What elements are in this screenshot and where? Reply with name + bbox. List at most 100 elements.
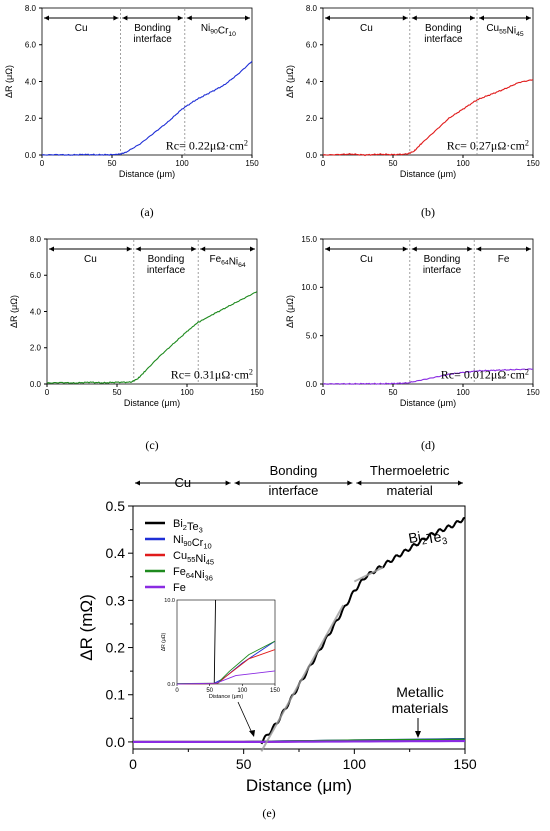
inset-x-tick-label: 100 — [237, 688, 248, 694]
chart-panel-a: 0 50 100 150 0.0 2.0 4.0 6.0 8.0 Distance (μm) ΔR … — [4, 4, 259, 219]
region-label: Bonding — [424, 254, 461, 265]
x-tick-label: 0 — [40, 159, 45, 168]
inset-x-axis-label: Distance (μm) — [209, 694, 244, 700]
region-label: Bonding — [270, 463, 318, 478]
y-tick-label: 10.0 — [301, 283, 317, 292]
panel-label: (a) — [140, 205, 153, 219]
region-label: interface — [147, 265, 186, 276]
region-label: Bonding — [425, 23, 462, 34]
series-line — [322, 79, 534, 157]
metallic-annotation: materials — [392, 700, 449, 716]
arrow-head — [49, 246, 54, 252]
fit-line — [260, 604, 345, 752]
inset-y-tick-label: 0.0 — [167, 682, 175, 688]
resistance-annotation: Rc= 0.31μΩ·cm2 — [171, 367, 253, 381]
legend-entry: Fe — [173, 582, 186, 594]
x-tick-label: 0 — [321, 388, 326, 397]
fit-line — [353, 566, 384, 583]
x-tick-label: 100 — [180, 388, 194, 397]
arrow-head — [476, 246, 482, 252]
arrow-head — [356, 480, 362, 486]
y-tick-label: 6.0 — [306, 41, 318, 50]
x-tick-label: 100 — [175, 159, 189, 168]
inset-frame — [176, 599, 276, 685]
x-tick-label: 50 — [113, 388, 122, 397]
x-tick-label: 50 — [108, 159, 117, 168]
x-axis-label: Distance (μm) — [119, 169, 175, 179]
x-tick-label: 0 — [129, 756, 137, 772]
arrow-head — [135, 246, 141, 252]
resistance-annotation: Rc= 0.22μΩ·cm2 — [166, 138, 248, 152]
series-line — [41, 60, 253, 156]
arrow-head — [122, 15, 128, 21]
arrow-head — [402, 15, 408, 21]
x-tick-label: 0 — [321, 159, 326, 168]
x-axis-label: Distance (μm) — [124, 398, 180, 408]
region-label: interface — [424, 34, 463, 45]
y-axis-label: ΔR (mΩ) — [77, 594, 96, 661]
y-tick-label: 4.0 — [25, 77, 37, 86]
panel-label: (e) — [262, 806, 275, 820]
y-tick-label: 0.0 — [306, 151, 318, 160]
inset-pointer — [237, 701, 253, 734]
chart-panel-b: 0 50 100 150 0.0 2.0 4.0 6.0 8.0 Distance (μm) ΔR … — [285, 4, 540, 219]
y-axis-label: ΔR (μΩ) — [285, 65, 295, 98]
y-tick-label: 0.0 — [25, 151, 37, 160]
y-tick-label: 4.0 — [306, 77, 318, 86]
arrow-head — [411, 15, 417, 21]
x-tick-label: 50 — [389, 159, 398, 168]
y-tick-label: 0.1 — [106, 687, 126, 703]
series-line — [322, 368, 534, 385]
arrow-head — [411, 246, 417, 252]
y-tick-label: 8.0 — [25, 4, 37, 13]
arrow-head — [526, 15, 531, 21]
y-axis-label: ΔR (μΩ) — [4, 65, 14, 98]
plot-frame — [322, 238, 534, 385]
panel-label: (d) — [421, 438, 435, 452]
arrow-head — [234, 480, 240, 486]
region-label: Cu — [360, 254, 373, 265]
x-tick-label: 50 — [389, 388, 398, 397]
resistance-annotation: Rc= 0.012μΩ·cm2 — [441, 367, 529, 381]
y-tick-label: 0.3 — [106, 592, 126, 608]
region-label: Cu — [84, 254, 97, 265]
panel-label: (c) — [145, 438, 158, 452]
arrow-head — [113, 15, 119, 21]
y-tick-label: 6.0 — [30, 271, 42, 280]
x-tick-label: 100 — [456, 388, 470, 397]
arrow-head — [200, 246, 206, 252]
x-axis-label: Distance (μm) — [246, 776, 352, 795]
metallic-annotation: Metallic — [396, 684, 443, 700]
arrow-head — [249, 730, 255, 737]
region-label: Cu — [174, 475, 191, 490]
y-axis-label: ΔR (μΩ) — [285, 295, 295, 328]
bi2te3-annotation: Bi2Te3 — [407, 524, 448, 553]
inset-series-fe — [176, 670, 276, 685]
series-line — [46, 291, 258, 384]
arrow-head — [415, 731, 421, 738]
y-tick-label: 2.0 — [30, 344, 42, 353]
series-line-fe — [133, 739, 466, 744]
y-axis-label: ΔR (μΩ) — [9, 295, 19, 328]
inset-x-tick-label: 50 — [206, 688, 213, 694]
x-tick-label: 150 — [245, 159, 259, 168]
x-tick-label: 100 — [343, 756, 367, 772]
x-axis-label: Distance (μm) — [400, 169, 456, 179]
region-label: Cu — [360, 23, 373, 34]
inset-series-bi2te3 — [213, 599, 216, 685]
arrow-head — [467, 246, 473, 252]
arrow-head — [191, 246, 197, 252]
y-tick-label: 0.0 — [30, 380, 42, 389]
chart-panel-e: 0 50 100 150 0.0 0.1 0.2 0.3 0.4 0.5 Distance (μm)… — [77, 463, 477, 820]
x-tick-label: 150 — [526, 388, 540, 397]
x-tick-label: 50 — [236, 756, 252, 772]
y-tick-label: 2.0 — [306, 114, 318, 123]
region-label: material — [387, 483, 433, 498]
arrow-head — [186, 15, 192, 21]
arrow-head — [177, 15, 183, 21]
region-label: interface — [133, 34, 172, 45]
legend-entry: Cu55Ni45 — [173, 550, 214, 567]
arrow-head — [526, 246, 531, 252]
region-label: Bonding — [134, 23, 171, 34]
chart-panel-c: 0 50 100 150 0.0 2.0 4.0 6.0 8.0 Distance (μm) ΔR … — [9, 235, 264, 452]
